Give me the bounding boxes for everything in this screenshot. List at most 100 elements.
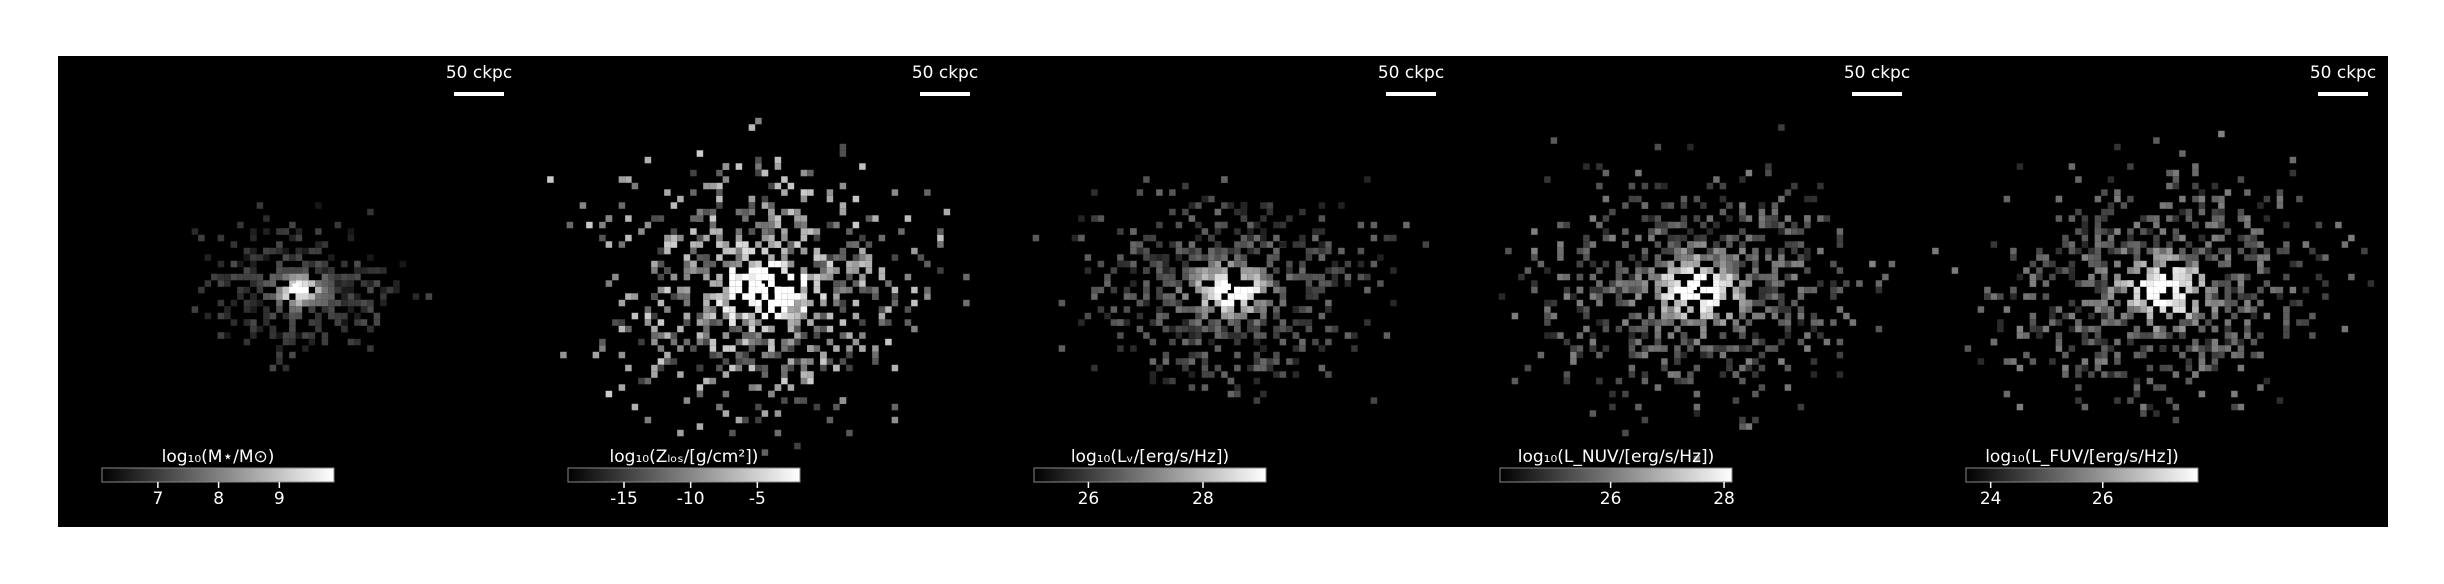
- pixel: [1641, 332, 1649, 339]
- pixel: [1693, 234, 1701, 242]
- colorbar: [567, 467, 801, 483]
- pixel: [321, 293, 329, 300]
- pixel: [1143, 332, 1150, 339]
- pixel: [1583, 241, 1590, 248]
- pixel: [1188, 215, 1196, 222]
- pixel: [1143, 254, 1150, 261]
- pixel: [1583, 306, 1590, 313]
- pixel: [1784, 228, 1792, 235]
- pixel: [1195, 202, 1202, 209]
- pixel: [1390, 299, 1397, 307]
- pixel: [1344, 273, 1352, 281]
- pixel: [690, 267, 697, 274]
- pixel: [1797, 254, 1805, 261]
- pixel: [807, 377, 814, 385]
- pixel: [2244, 189, 2251, 196]
- pixel: [321, 273, 329, 281]
- pixel: [1719, 371, 1727, 378]
- pixel: [360, 299, 368, 307]
- pixel: [1305, 247, 1313, 255]
- pixel: [878, 319, 886, 326]
- pixel: [1208, 338, 1215, 346]
- pixel: [742, 241, 749, 248]
- pixel: [1169, 241, 1176, 248]
- colorbar-label: log₁₀(Zₗₒₛ/[g/cm²]): [610, 447, 759, 467]
- pixel: [1234, 312, 1241, 320]
- pixel: [2198, 208, 2206, 216]
- pixel: [807, 319, 814, 326]
- pixel: [1797, 338, 1805, 346]
- pixel: [1195, 280, 1202, 287]
- pixel: [2036, 273, 2043, 281]
- pixel: [651, 364, 658, 372]
- pixel: [1589, 241, 1597, 248]
- pixel: [839, 150, 847, 157]
- pixel: [1260, 312, 1267, 320]
- pixel: [1583, 234, 1590, 242]
- pixel: [1182, 358, 1189, 365]
- pixel: [1765, 273, 1772, 281]
- pixel: [1247, 241, 1254, 248]
- pixel: [1713, 280, 1720, 287]
- pixel: [1253, 377, 1261, 385]
- pixel: [872, 358, 879, 365]
- pixel: [2114, 351, 2121, 359]
- pixel: [878, 312, 886, 320]
- pixel: [1208, 195, 1215, 203]
- pixel: [755, 260, 762, 268]
- pixel: [393, 280, 400, 287]
- colorbar-label: log₁₀(L_FUV/[erg/s/Hz]): [1985, 447, 2179, 467]
- pixel: [1130, 280, 1137, 287]
- pixel: [1156, 273, 1163, 281]
- pixel: [1765, 286, 1772, 294]
- pixel: [787, 345, 795, 352]
- pixel: [618, 351, 626, 359]
- pixel: [1370, 234, 1378, 242]
- pixel: [2198, 390, 2206, 398]
- pixel: [1810, 371, 1818, 378]
- pixel: [729, 345, 736, 352]
- pixel: [716, 351, 723, 359]
- pixel: [1765, 345, 1772, 352]
- pixel: [1713, 273, 1720, 281]
- pixel: [1286, 325, 1293, 333]
- pixel: [1305, 254, 1313, 261]
- pixel: [1700, 299, 1707, 307]
- pixel: [269, 332, 277, 339]
- pixel: [1240, 234, 1248, 242]
- pixel: [354, 273, 361, 281]
- pixel: [1661, 358, 1668, 365]
- pixel: [1182, 306, 1189, 313]
- panel: [1932, 130, 2375, 424]
- pixel: [1357, 221, 1365, 229]
- pixel: [1615, 299, 1623, 307]
- pixel: [644, 156, 652, 164]
- pixel: [2237, 215, 2245, 222]
- pixel: [2218, 234, 2225, 242]
- pixel: [289, 299, 296, 307]
- pixel: [703, 267, 710, 274]
- pixel: [2218, 345, 2225, 352]
- pixel: [2211, 182, 2219, 190]
- pixel: [1771, 202, 1779, 209]
- pixel: [1680, 260, 1688, 268]
- pixel: [1195, 254, 1202, 261]
- pixel: [839, 247, 847, 255]
- pixel: [1589, 286, 1597, 294]
- pixel: [1240, 286, 1248, 294]
- pixel: [833, 345, 840, 352]
- pixel: [289, 306, 296, 313]
- pixel: [1260, 319, 1267, 326]
- pixel: [2172, 403, 2180, 411]
- pixel: [1156, 260, 1163, 268]
- pixel: [2010, 247, 2017, 255]
- pixel: [1739, 345, 1746, 352]
- pixel: [735, 286, 743, 294]
- pixel: [2244, 273, 2251, 281]
- pixel: [2049, 306, 2056, 313]
- pixel: [1745, 306, 1753, 313]
- pixel: [1544, 267, 1551, 274]
- pixel: [1312, 273, 1319, 281]
- pixel: [735, 254, 743, 261]
- pixel: [315, 202, 322, 209]
